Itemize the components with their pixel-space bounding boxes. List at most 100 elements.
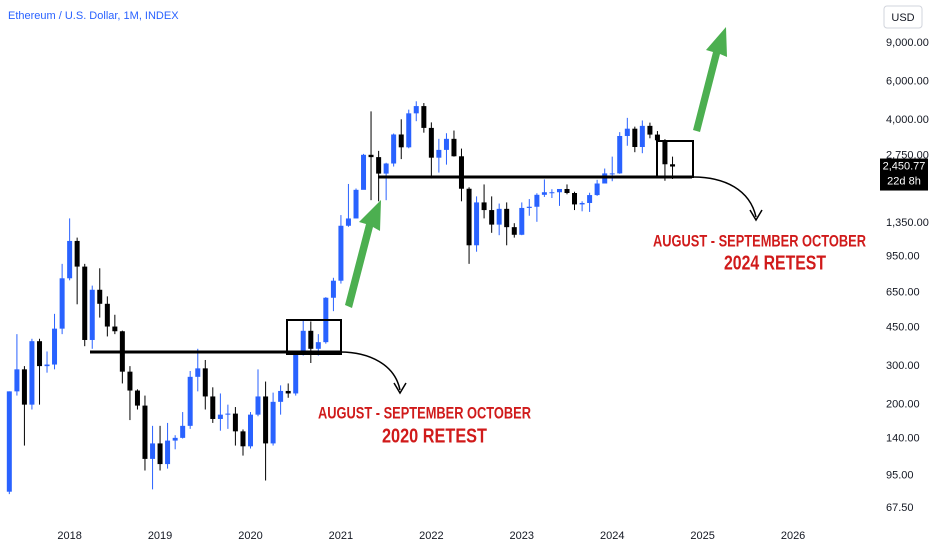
curved-arrow bbox=[339, 351, 401, 391]
x-tick-label: 2024 bbox=[600, 530, 624, 542]
candle-body bbox=[330, 280, 336, 298]
curved-arrow bbox=[692, 176, 757, 218]
candle-body bbox=[489, 210, 495, 225]
candle-body bbox=[338, 225, 344, 281]
candle-body bbox=[526, 206, 532, 208]
x-tick-label: 2022 bbox=[419, 530, 443, 542]
candle-body bbox=[44, 364, 50, 367]
candle-body bbox=[134, 390, 140, 406]
x-tick-label: 2019 bbox=[148, 530, 172, 542]
candle-body bbox=[240, 431, 246, 447]
candle-body bbox=[29, 341, 35, 405]
candle-body bbox=[504, 208, 510, 228]
y-tick-label: 950.00 bbox=[886, 250, 920, 262]
candle-body bbox=[112, 326, 118, 332]
y-tick-label: 1,350.00 bbox=[886, 217, 929, 229]
candle-body bbox=[639, 125, 645, 148]
y-tick-label: 9,000.00 bbox=[886, 37, 929, 49]
y-tick-label: 4,000.00 bbox=[886, 114, 929, 126]
arrow-head bbox=[393, 382, 407, 395]
currency-box[interactable] bbox=[883, 5, 923, 29]
candle-body bbox=[391, 134, 397, 164]
candle-body bbox=[263, 396, 269, 444]
green-arrow bbox=[345, 200, 381, 308]
candle-body bbox=[37, 341, 43, 367]
candle-body bbox=[428, 127, 434, 158]
candle-body bbox=[202, 368, 208, 397]
candle-body bbox=[217, 414, 223, 419]
candle-body bbox=[564, 188, 570, 193]
y-tick-label: 450.00 bbox=[886, 321, 920, 333]
candle-body bbox=[519, 207, 525, 235]
price-label: 2,450.77 bbox=[883, 160, 926, 172]
green-arrow bbox=[693, 27, 727, 132]
chart-title: Ethereum / U.S. Dollar, 1M, INDEX bbox=[8, 10, 179, 22]
y-tick-label: 650.00 bbox=[886, 287, 920, 299]
candle-body bbox=[255, 396, 261, 415]
candle-body bbox=[670, 164, 676, 167]
y-tick-label: 67.50 bbox=[886, 502, 914, 514]
candle-body bbox=[421, 106, 427, 128]
candle-body bbox=[654, 134, 660, 141]
y-tick-label: 200.00 bbox=[886, 399, 920, 411]
candle-body bbox=[225, 413, 231, 415]
candle-body bbox=[594, 183, 600, 196]
candle-body bbox=[104, 303, 110, 327]
candle-body bbox=[210, 396, 216, 419]
candle-body bbox=[74, 240, 80, 267]
candle-body bbox=[353, 189, 359, 219]
candle-body bbox=[89, 289, 95, 340]
candle-body bbox=[59, 278, 65, 329]
arrow-head bbox=[749, 209, 763, 222]
annotation-text: AUGUST - SEPTEMBER OCTOBER bbox=[318, 403, 531, 422]
candle-body bbox=[293, 352, 299, 394]
candle-body bbox=[278, 390, 284, 402]
candle-body bbox=[443, 138, 449, 150]
candle-body bbox=[232, 413, 238, 432]
y-tick-label: 140.00 bbox=[886, 432, 920, 444]
candle-body bbox=[150, 443, 156, 459]
candle-body bbox=[534, 194, 540, 207]
candle-body bbox=[413, 106, 419, 114]
x-tick-label: 2020 bbox=[238, 530, 262, 542]
candle-body bbox=[247, 414, 253, 447]
candle-body bbox=[21, 369, 27, 405]
candle-body bbox=[82, 266, 88, 340]
candle-body bbox=[67, 240, 73, 279]
candle-body bbox=[308, 330, 314, 349]
candle-body bbox=[376, 157, 382, 174]
candle-body bbox=[270, 401, 276, 444]
y-tick-label: 2,750.00 bbox=[886, 149, 929, 161]
countdown-label: 22d 8h bbox=[887, 175, 921, 187]
candle-body bbox=[609, 173, 615, 175]
retest-box bbox=[656, 140, 694, 178]
candle-body bbox=[6, 391, 12, 492]
x-tick-label: 2025 bbox=[690, 530, 714, 542]
x-tick-label: 2018 bbox=[57, 530, 81, 542]
candle-body bbox=[14, 369, 20, 392]
candle-body bbox=[624, 128, 630, 136]
candle-body bbox=[361, 154, 367, 190]
candle-body bbox=[368, 154, 374, 158]
candle-body bbox=[617, 135, 623, 174]
candle-body bbox=[474, 202, 480, 246]
candle-body bbox=[466, 188, 472, 246]
candle-body bbox=[172, 437, 178, 441]
candle-body bbox=[436, 149, 442, 158]
x-tick-label: 2026 bbox=[781, 530, 805, 542]
candle-body bbox=[315, 342, 321, 349]
candle-body bbox=[127, 371, 133, 391]
candle-body bbox=[180, 425, 186, 438]
currency-label: USD bbox=[891, 12, 914, 24]
candle-body bbox=[647, 125, 653, 135]
candle-body bbox=[300, 330, 306, 353]
y-tick-label: 300.00 bbox=[886, 360, 920, 372]
y-tick-label: 95.00 bbox=[886, 469, 914, 481]
candle-body bbox=[511, 227, 517, 235]
candle-body bbox=[662, 140, 668, 165]
candle-body bbox=[165, 440, 171, 465]
candle-body bbox=[345, 218, 351, 226]
candle-body bbox=[285, 390, 291, 394]
candle-body bbox=[572, 192, 578, 205]
